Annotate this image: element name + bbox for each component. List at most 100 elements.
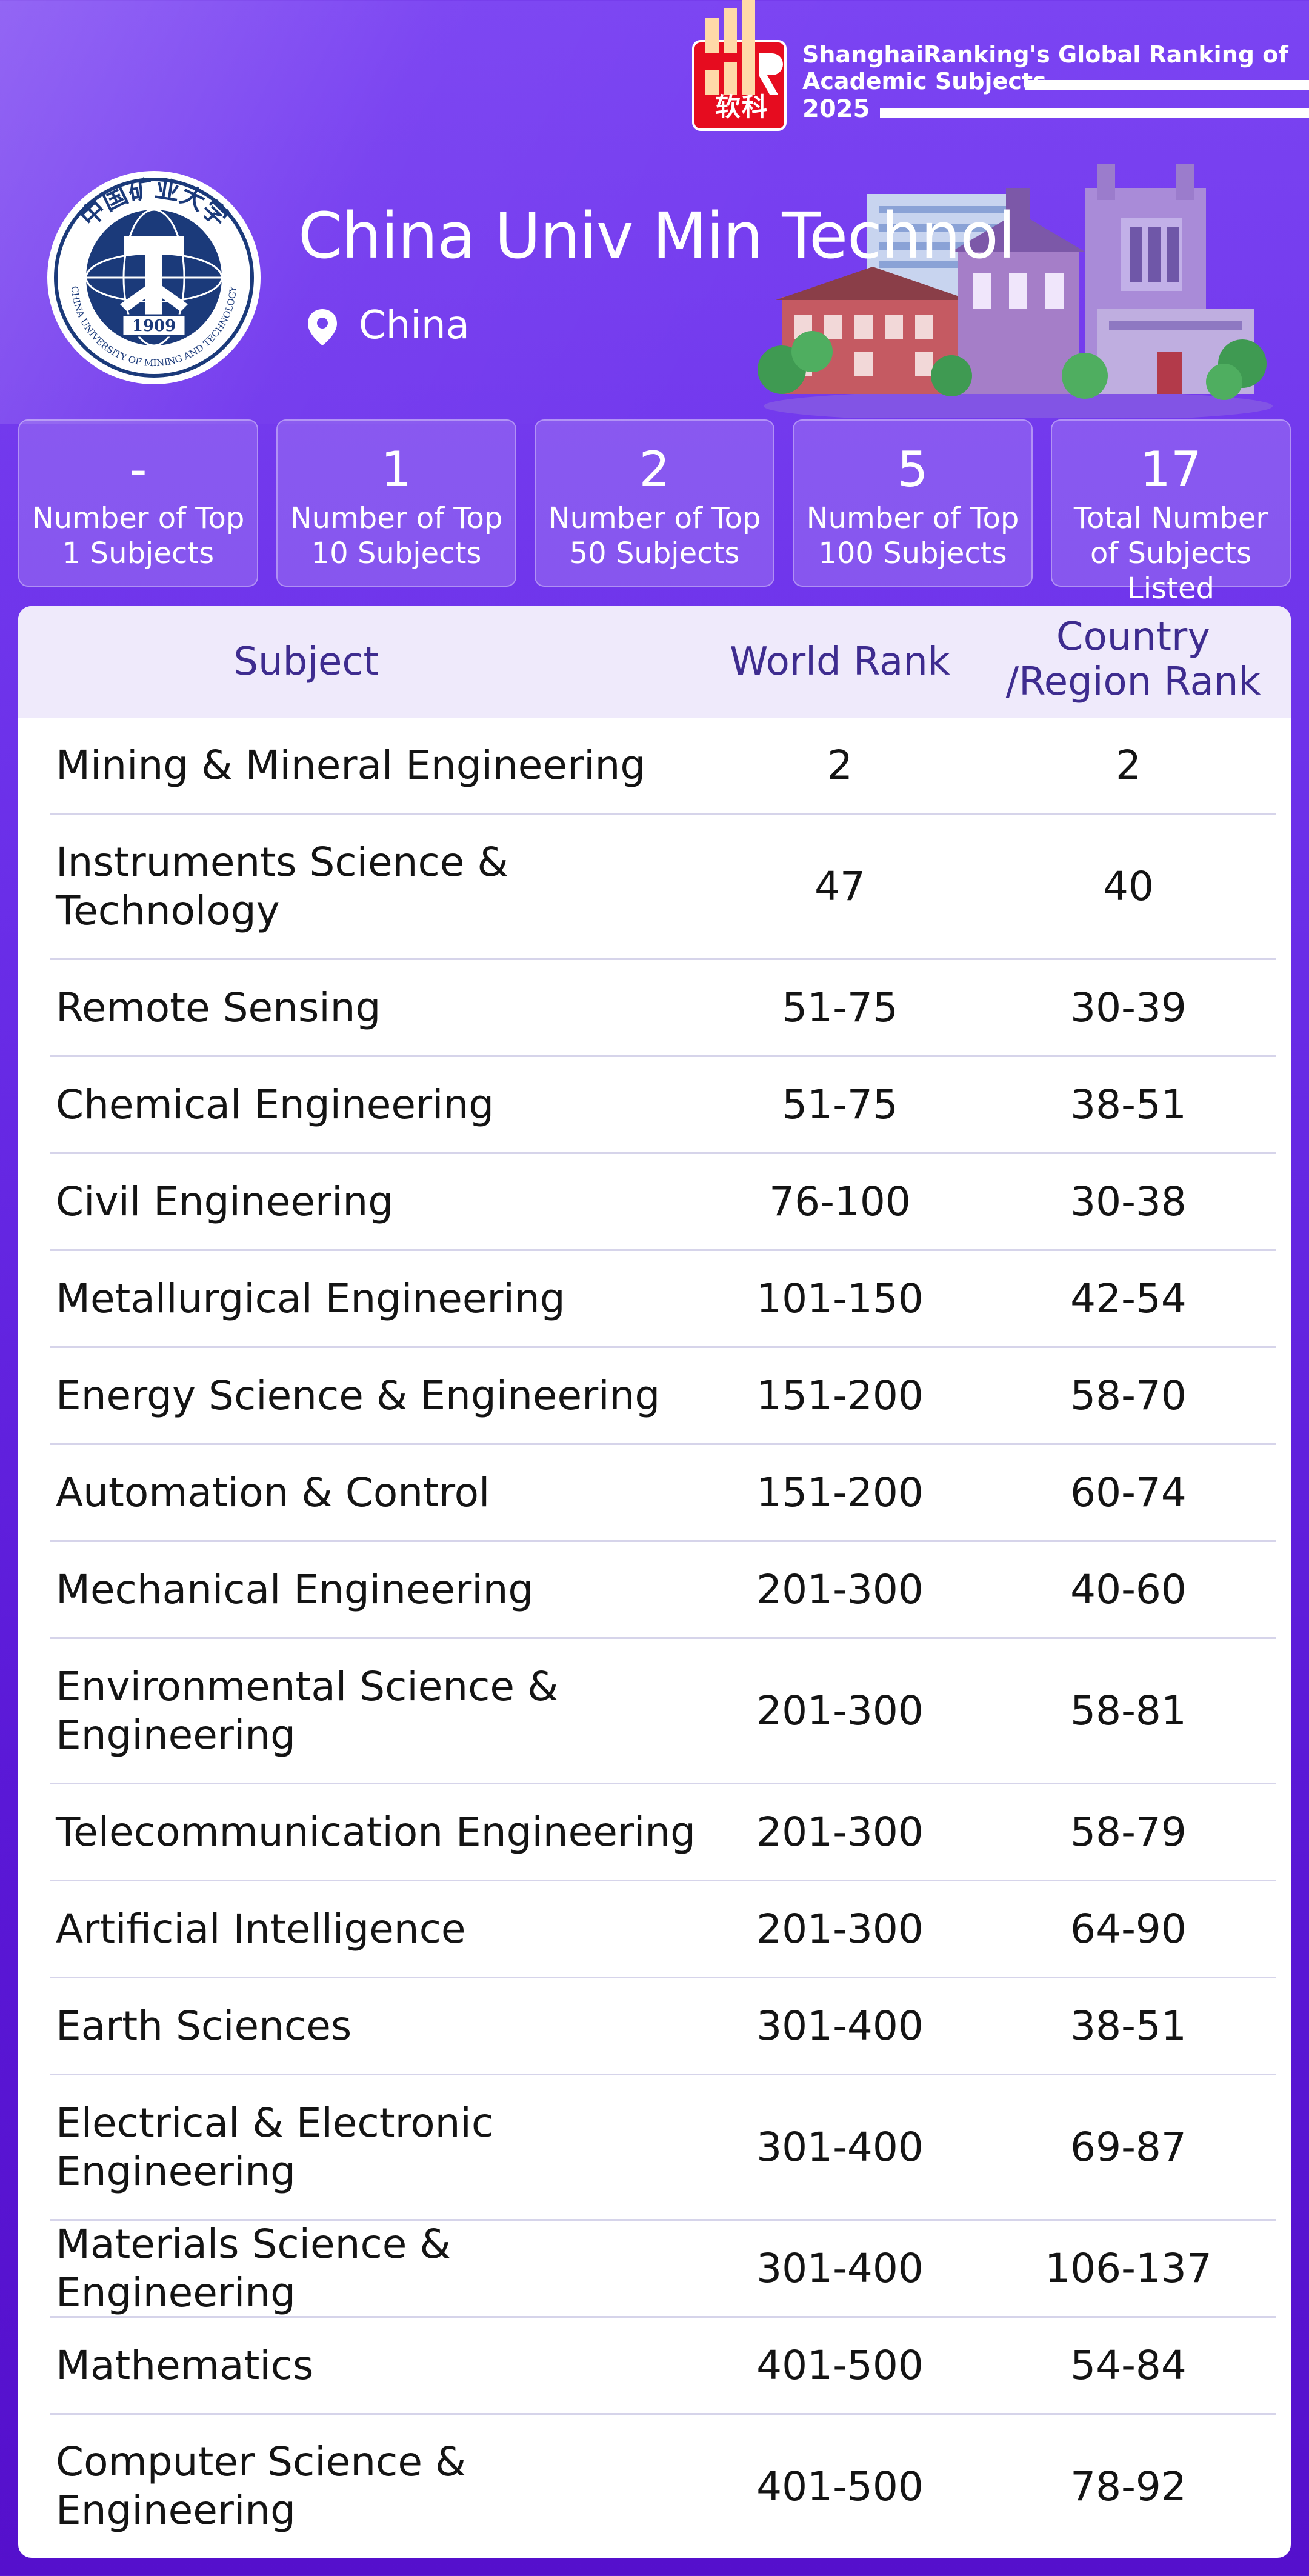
table-row: Mathematics 401-500 54-84 xyxy=(50,2318,1276,2415)
table-row: Automation & Control 151-200 60-74 xyxy=(50,1445,1276,1542)
country-rank-cell: 38-51 xyxy=(1070,2003,1187,2049)
table-row: Computer Science & Engineering 401-500 7… xyxy=(50,2415,1276,2558)
stat-label: Number of Top 1 Subjects xyxy=(32,501,245,570)
subject-ranking-table: Subject World Rank Country /Region Rank … xyxy=(18,606,1291,2558)
stat-label: Number of Top 100 Subjects xyxy=(806,501,1019,570)
subject-cell: Automation & Control xyxy=(56,1469,490,1516)
world-rank-cell: 201-300 xyxy=(756,1566,924,1613)
stat-card-top1: - Number of Top 1 Subjects xyxy=(18,419,258,587)
subject-cell: Telecommunication Engineering xyxy=(56,1808,696,1855)
table-row: Civil Engineering 76-100 30-38 xyxy=(50,1154,1276,1251)
stat-value: 17 xyxy=(1140,441,1202,498)
country-rank-cell: 64-90 xyxy=(1070,1906,1187,1952)
world-rank-cell: 47 xyxy=(814,863,865,910)
table-row: Chemical Engineering 51-75 38-51 xyxy=(50,1057,1276,1154)
campus-illustration xyxy=(758,164,1273,418)
location-pin-icon xyxy=(308,309,337,345)
stat-value: 2 xyxy=(639,441,670,498)
country-rank-cell: 69-87 xyxy=(1070,2124,1187,2171)
subject-cell: Mining & Mineral Engineering xyxy=(56,741,646,789)
brand-rule xyxy=(1025,80,1309,90)
country-rank-cell: 58-81 xyxy=(1070,1687,1187,1734)
country-rank-cell: 60-74 xyxy=(1070,1469,1187,1516)
country-rank-cell: 42-54 xyxy=(1070,1275,1187,1322)
country-rank-cell: 30-38 xyxy=(1070,1178,1187,1225)
subject-cell: Remote Sensing xyxy=(56,984,381,1031)
column-header-subject: Subject xyxy=(233,639,379,684)
country-rank-cell: 54-84 xyxy=(1070,2342,1187,2389)
subject-cell: Civil Engineering xyxy=(56,1178,394,1225)
stat-label: Total Number of Subjects Listed xyxy=(1073,501,1268,606)
world-rank-cell: 301-400 xyxy=(756,2245,924,2292)
subject-cell: Computer Science & Engineering xyxy=(56,2438,467,2534)
brand-title-line2: Academic Subjects xyxy=(802,68,1047,95)
university-name: China Univ Min Technol xyxy=(298,199,1016,273)
table-row: Earth Sciences 301-400 38-51 xyxy=(50,1978,1276,2075)
brand-year: 2025 xyxy=(802,95,870,123)
world-rank-cell: 201-300 xyxy=(756,1906,924,1952)
table-row: Mining & Mineral Engineering 2 2 xyxy=(50,718,1276,815)
location-text: China xyxy=(359,303,470,348)
stat-label: Number of Top 10 Subjects xyxy=(290,501,503,570)
subject-cell: Environmental Science & Engineering xyxy=(56,1663,559,1758)
stat-value: 5 xyxy=(897,441,928,498)
world-rank-cell: 401-500 xyxy=(756,2342,924,2389)
stat-card-top100: 5 Number of Top 100 Subjects xyxy=(793,419,1033,587)
table-row: Instruments Science & Technology 47 40 xyxy=(50,815,1276,960)
stat-value: 1 xyxy=(381,441,412,498)
logo-text: 软科 xyxy=(714,92,768,122)
world-rank-cell: 201-300 xyxy=(756,1809,924,1855)
subject-cell: Instruments Science & Technology xyxy=(56,838,508,934)
country-rank-cell: 106-137 xyxy=(1045,2245,1212,2292)
table-row: Environmental Science & Engineering 201-… xyxy=(50,1639,1276,1784)
country-rank-cell: 58-70 xyxy=(1070,1372,1187,1419)
world-rank-cell: 151-200 xyxy=(756,1469,924,1516)
seal-year: 1909 xyxy=(132,317,176,335)
world-rank-cell: 101-150 xyxy=(756,1275,924,1322)
shanghairanking-logo: 软科 xyxy=(692,0,787,131)
table-header: Subject World Rank Country /Region Rank xyxy=(18,606,1291,718)
country-rank-cell: 30-39 xyxy=(1070,984,1187,1031)
brand-rule xyxy=(880,108,1309,118)
world-rank-cell: 401-500 xyxy=(756,2463,924,2510)
world-rank-cell: 201-300 xyxy=(756,1687,924,1734)
column-header-country-rank: Country /Region Rank xyxy=(1005,615,1261,704)
stat-label: Number of Top 50 Subjects xyxy=(548,501,761,570)
stat-value: - xyxy=(129,441,147,498)
country-rank-cell: 40-60 xyxy=(1070,1566,1187,1613)
subject-cell: Mechanical Engineering xyxy=(56,1566,534,1613)
country-rank-cell: 38-51 xyxy=(1070,1081,1187,1128)
world-rank-cell: 301-400 xyxy=(756,2124,924,2171)
subject-cell: Earth Sciences xyxy=(56,2002,352,2049)
brand-title-line1: ShanghaiRanking's Global Ranking of xyxy=(802,41,1288,68)
subject-cell: Materials Science & Engineering xyxy=(56,2220,451,2316)
country-rank-cell: 78-92 xyxy=(1070,2463,1187,2510)
stat-card-top50: 2 Number of Top 50 Subjects xyxy=(535,419,774,587)
table-row: Artificial Intelligence 201-300 64-90 xyxy=(50,1881,1276,1978)
table-row: Telecommunication Engineering 201-300 58… xyxy=(50,1784,1276,1881)
subject-cell: Metallurgical Engineering xyxy=(56,1275,565,1322)
subject-cell: Chemical Engineering xyxy=(56,1081,495,1128)
table-row: Remote Sensing 51-75 30-39 xyxy=(50,960,1276,1057)
table-row: Electrical & Electronic Engineering 301-… xyxy=(50,2075,1276,2221)
table-row: Metallurgical Engineering 101-150 42-54 xyxy=(50,1251,1276,1348)
world-rank-cell: 51-75 xyxy=(782,984,898,1031)
subject-cell: Artificial Intelligence xyxy=(56,1905,466,1952)
world-rank-cell: 76-100 xyxy=(769,1178,911,1225)
stat-card-top10: 1 Number of Top 10 Subjects xyxy=(276,419,516,587)
subject-cell: Electrical & Electronic Engineering xyxy=(56,2099,494,2195)
country-rank-cell: 58-79 xyxy=(1070,1809,1187,1855)
world-rank-cell: 2 xyxy=(827,742,853,789)
brand-header: 软科 ShanghaiRanking's Global Ranking of A… xyxy=(692,0,1309,135)
stat-card-total: 17 Total Number of Subjects Listed xyxy=(1051,419,1291,606)
world-rank-cell: 151-200 xyxy=(756,1372,924,1419)
country-rank-cell: 40 xyxy=(1103,863,1154,910)
column-header-world-rank: World Rank xyxy=(730,639,950,684)
table-row: Materials Science & Engineering 301-400 … xyxy=(50,2221,1276,2318)
subject-cell: Mathematics xyxy=(56,2341,314,2389)
world-rank-cell: 301-400 xyxy=(756,2003,924,2049)
university-seal: 1909 中国矿业大学 CHINA UNIVERSITY OF MINING A… xyxy=(47,171,261,384)
world-rank-cell: 51-75 xyxy=(782,1081,898,1128)
table-row: Mechanical Engineering 201-300 40-60 xyxy=(50,1542,1276,1639)
country-rank-cell: 2 xyxy=(1116,742,1141,789)
